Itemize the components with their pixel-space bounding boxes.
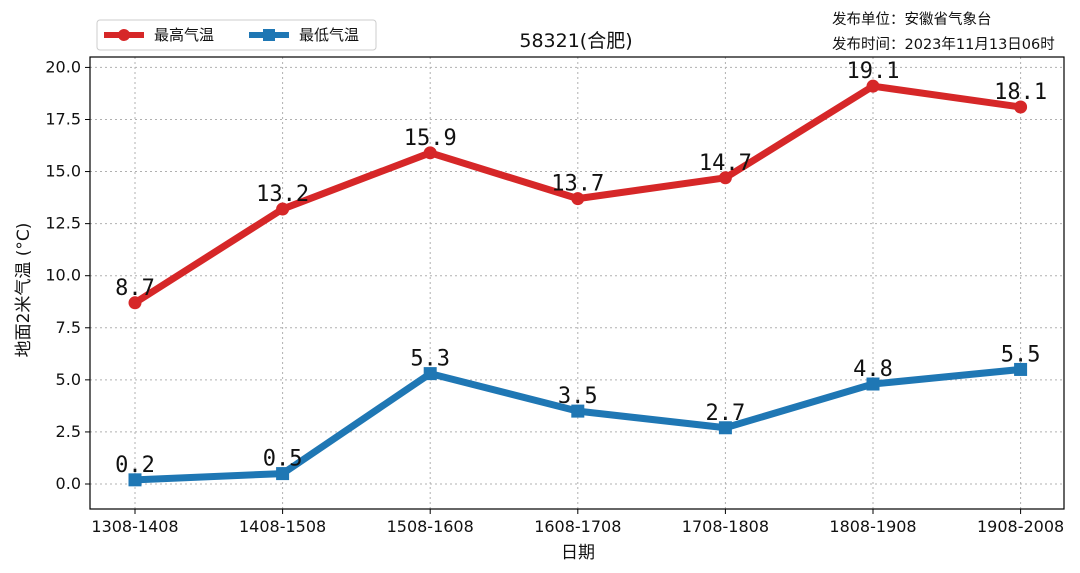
data-label-max-temp: 8.7 <box>115 276 155 301</box>
y-tick-label: 2.5 <box>56 422 81 441</box>
data-point-min-temp <box>571 404 585 418</box>
data-point-min-temp <box>1014 362 1028 376</box>
y-tick-label: 17.5 <box>45 109 81 128</box>
data-point-max-temp <box>423 146 437 160</box>
x-tick-label: 1608-1708 <box>534 517 621 536</box>
series-layer: 8.7 13.2 15.9 13.7 14.7 19.1 18.1 0.2 0.5 5.3 3.5 2… <box>115 59 1047 487</box>
series-min-temp: 0.2 0.5 5.3 3.5 2.7 4.8 5.5 <box>115 342 1041 487</box>
data-point-max-temp <box>866 79 880 93</box>
data-label-max-temp: 19.1 <box>847 59 900 84</box>
plot-frame <box>89 56 1065 510</box>
publish-time: 发布时间：2023年11月13日06时 <box>832 36 1055 53</box>
chart-title: 58321(合肥) <box>519 30 632 52</box>
data-label-max-temp: 13.7 <box>551 172 604 197</box>
data-point-min-temp <box>718 421 732 435</box>
legend-label-max-temp: 最高气温 <box>154 26 214 44</box>
data-label-min-temp: 0.2 <box>115 453 155 478</box>
x-tick-label: 1808-1908 <box>829 517 916 536</box>
x-tick-label: 1308-1408 <box>91 517 178 536</box>
x-tick-label: 1708-1808 <box>682 517 769 536</box>
data-point-max-temp <box>128 296 142 310</box>
legend-marker-max-temp <box>118 29 130 41</box>
grid-lines <box>90 57 1064 509</box>
y-tick-label: 10.0 <box>45 266 81 285</box>
x-tick-label: 1908-2008 <box>977 517 1064 536</box>
data-label-min-temp: 4.8 <box>853 357 893 382</box>
data-label-min-temp: 2.7 <box>706 401 746 426</box>
y-tick-label: 7.5 <box>56 318 81 337</box>
x-tick-label: 1508-1608 <box>387 517 474 536</box>
data-point-max-temp <box>571 192 585 206</box>
y-axis-ticks: 0.0 2.5 5.0 7.5 10.0 12.5 15.0 17.5 20.0 <box>45 57 90 493</box>
data-point-min-temp <box>276 467 290 481</box>
series-max-temp: 8.7 13.2 15.9 13.7 14.7 19.1 18.1 <box>115 59 1047 310</box>
data-point-min-temp <box>866 377 880 391</box>
data-label-min-temp: 5.3 <box>410 347 450 372</box>
y-tick-label: 12.5 <box>45 214 81 233</box>
data-point-min-temp <box>423 367 437 381</box>
data-label-max-temp: 15.9 <box>404 126 457 151</box>
publish-unit: 发布单位：安徽省气象台 <box>832 11 992 28</box>
x-tick-label: 1408-1508 <box>239 517 326 536</box>
legend-label-min-temp: 最低气温 <box>299 26 359 44</box>
data-label-min-temp: 5.5 <box>1001 342 1041 367</box>
y-tick-label: 15.0 <box>45 162 81 181</box>
y-tick-label: 5.0 <box>56 370 81 389</box>
data-point-max-temp <box>1014 100 1028 114</box>
data-label-max-temp: 13.2 <box>256 182 309 207</box>
data-label-max-temp: 18.1 <box>994 80 1047 105</box>
data-point-max-temp <box>276 202 290 216</box>
data-label-min-temp: 0.5 <box>263 447 303 472</box>
data-point-max-temp <box>718 171 732 185</box>
legend-marker-min-temp <box>263 29 275 41</box>
data-label-max-temp: 14.7 <box>699 151 752 176</box>
legend: 最高气温 最低气温 <box>96 19 377 51</box>
data-label-min-temp: 3.5 <box>558 384 598 409</box>
x-axis-ticks: 1308-1408 1408-1508 1508-1608 1608-1708 1708… <box>91 509 1064 536</box>
data-point-min-temp <box>128 473 142 487</box>
y-tick-label: 0.0 <box>56 474 81 493</box>
x-axis-title: 日期 <box>561 543 595 563</box>
y-tick-label: 20.0 <box>45 57 81 76</box>
legend-box <box>96 19 377 51</box>
y-axis-title: 地面2米气温 (°C) <box>14 223 34 358</box>
